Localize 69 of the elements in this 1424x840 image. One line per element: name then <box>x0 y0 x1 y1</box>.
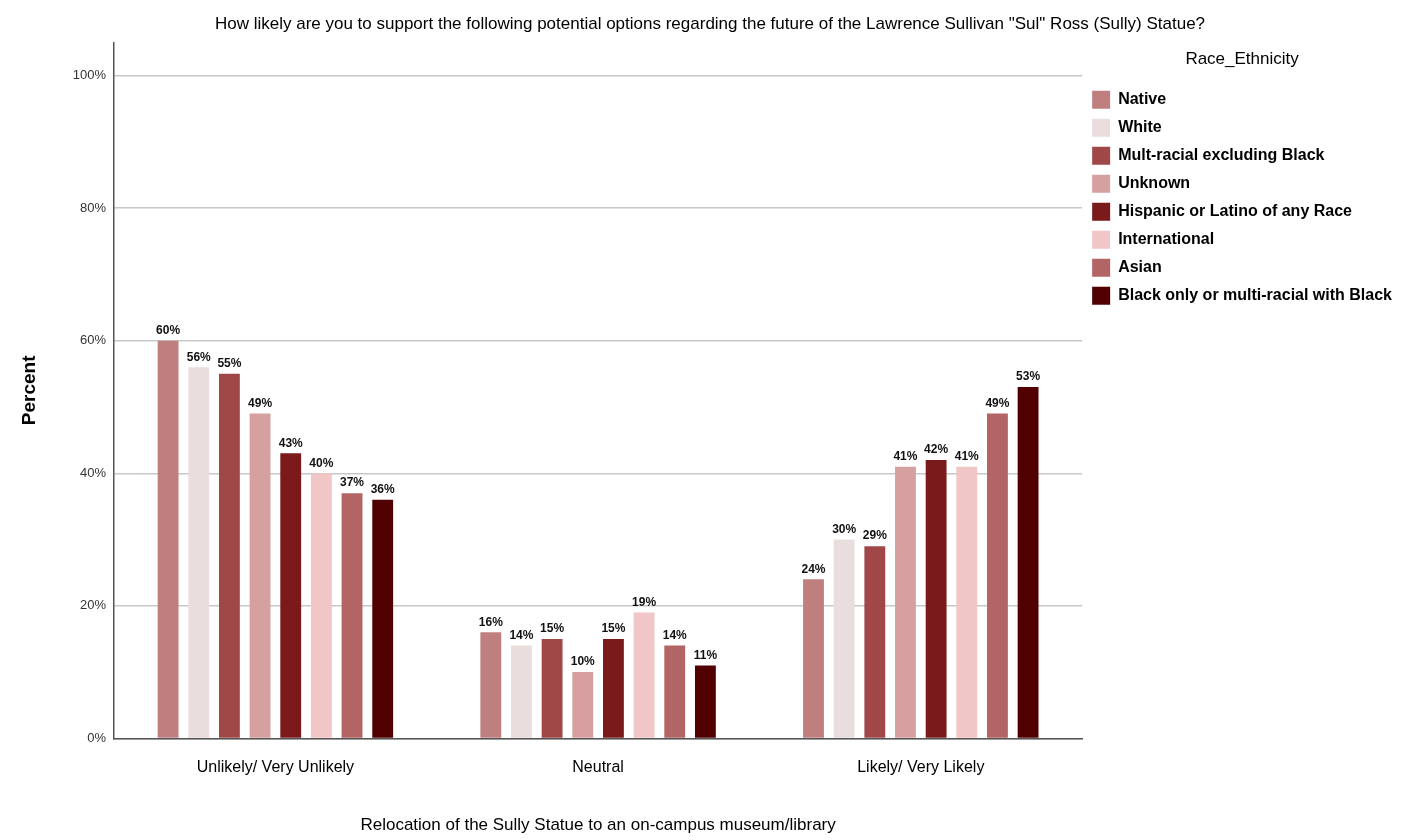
data-label: 29% <box>862 528 888 543</box>
data-label: 14% <box>509 627 534 642</box>
bar <box>603 638 624 738</box>
y-tick-label: 60% <box>80 332 107 348</box>
bar <box>987 413 1008 738</box>
data-label: 40% <box>309 455 334 470</box>
data-label: 15% <box>601 621 626 636</box>
legend-label: Black only or multi-racial with Black <box>1118 286 1393 304</box>
bar <box>633 612 655 738</box>
bar <box>249 413 271 738</box>
y-tick-label: 0% <box>87 729 107 745</box>
y-tick-label: 100% <box>72 67 107 83</box>
data-label: 14% <box>662 627 688 642</box>
data-label: 56% <box>186 349 212 364</box>
bar <box>864 546 886 738</box>
bar <box>956 466 978 738</box>
bar <box>694 665 716 738</box>
bar <box>372 499 394 738</box>
data-label: 55% <box>217 356 242 371</box>
legend-label: Native <box>1118 90 1167 108</box>
legend-label: International <box>1118 230 1215 248</box>
bar <box>511 645 532 738</box>
bar <box>341 493 363 738</box>
data-label: 16% <box>478 614 504 629</box>
bar <box>572 672 594 738</box>
bar <box>1017 387 1039 738</box>
legend-label: Asian <box>1118 258 1162 276</box>
chart-title: How likely are you to support the following potential options regarding the future of the Lawrence Sullivan "Sul" Ross (Sully) Statue? <box>214 13 1206 33</box>
y-tick-label: 40% <box>80 464 107 480</box>
x-axis-title: Relocation of the Sully Statue to an on-campus museum/library <box>360 815 837 835</box>
data-label: 24% <box>801 561 826 576</box>
data-label: 15% <box>540 621 565 636</box>
data-label: 19% <box>632 594 657 609</box>
data-label: 60% <box>156 323 181 337</box>
bar <box>803 579 824 738</box>
legend-title: Race_Ethnicity <box>1185 48 1300 68</box>
data-label: 10% <box>570 654 596 669</box>
data-label: 42% <box>924 442 949 457</box>
bar <box>925 460 947 738</box>
y-axis-title: Percent <box>17 354 39 426</box>
data-label: 41% <box>893 448 918 463</box>
data-label: 41% <box>954 448 980 463</box>
data-label: 36% <box>370 482 396 497</box>
bar <box>157 340 179 738</box>
x-tick-label: Likely/ Very Likely <box>857 758 985 776</box>
data-label: 49% <box>248 395 273 410</box>
data-label: 37% <box>340 475 365 490</box>
bar <box>188 367 210 738</box>
bar <box>541 638 563 738</box>
data-label: 11% <box>693 647 718 662</box>
bar <box>310 473 332 738</box>
bar <box>833 539 855 738</box>
bar <box>218 373 240 738</box>
x-tick-label: Neutral <box>572 758 624 776</box>
data-label: 53% <box>1016 369 1041 384</box>
y-tick-label: 80% <box>80 199 107 215</box>
legend-label: Unknown <box>1118 174 1191 192</box>
y-tick-label: 20% <box>80 597 107 613</box>
bar <box>895 466 916 738</box>
bar <box>480 632 502 738</box>
bar <box>664 645 686 738</box>
bar <box>280 453 302 738</box>
legend-label: Hispanic or Latino of any Race <box>1118 202 1353 220</box>
data-label: 30% <box>832 521 857 536</box>
x-tick-label: Unlikely/ Very Unlikely <box>196 758 355 776</box>
data-label: 49% <box>985 395 1010 410</box>
legend-label: Mult-racial excluding Black <box>1118 146 1325 164</box>
legend-label: White <box>1118 118 1162 136</box>
data-label: 43% <box>278 435 304 450</box>
